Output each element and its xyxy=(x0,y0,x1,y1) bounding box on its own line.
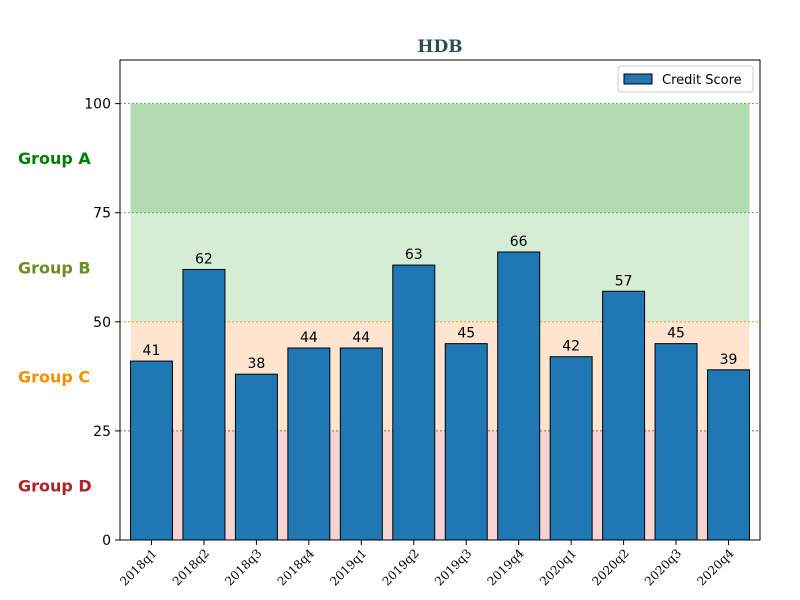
bar-value-labels: 41 62 38 44 44 63 45 66 42 57 45 39 xyxy=(143,234,738,372)
bar-2020q2 xyxy=(602,290,646,541)
value-label-2020q1: 42 xyxy=(562,339,580,355)
value-label-2018q1: 41 xyxy=(143,343,161,359)
x-tick-label-2018q4: 2018q4 xyxy=(275,546,318,589)
value-label-2020q4: 39 xyxy=(720,352,738,368)
legend-box xyxy=(617,65,754,93)
bar-2018q2 xyxy=(182,268,226,541)
y-tick-label-100: 100 xyxy=(84,97,111,113)
bar-2019q1 xyxy=(339,347,383,541)
threshold-lines xyxy=(120,103,760,432)
bar-2020q1 xyxy=(549,356,593,541)
group-label-group-d: Group D xyxy=(18,476,92,495)
x-tick-label-2018q2: 2018q2 xyxy=(170,546,212,588)
group-labels: Group A Group B Group C Group D xyxy=(18,149,92,495)
chart-title: HDB xyxy=(417,37,462,57)
bar-2020q4 xyxy=(707,369,751,541)
y-tick-label-75: 75 xyxy=(93,206,111,222)
value-label-2020q3: 45 xyxy=(667,326,685,342)
x-tick-label-2018q1: 2018q1 xyxy=(117,546,159,588)
value-label-2019q1: 44 xyxy=(352,330,370,346)
x-tick-label-2019q3: 2019q3 xyxy=(432,546,474,588)
group-label-group-c: Group C xyxy=(18,367,90,386)
legend: Credit Score xyxy=(617,65,754,93)
value-label-2018q4: 44 xyxy=(300,330,318,346)
bar-2019q2 xyxy=(392,264,436,541)
x-tick-label-2020q2: 2020q2 xyxy=(589,546,631,588)
y-axis: 0 25 50 75 100 xyxy=(84,97,120,549)
bar-2018q4 xyxy=(287,347,331,541)
legend-swatch xyxy=(623,73,653,85)
x-tick-label-2019q2: 2019q2 xyxy=(380,546,422,588)
y-tick-label-25: 25 xyxy=(93,424,111,440)
x-tick-label-2019q4: 2019q4 xyxy=(484,546,527,589)
bar-2020q3 xyxy=(654,343,698,541)
x-tick-label-2018q3: 2018q3 xyxy=(222,546,264,588)
value-label-2018q2: 62 xyxy=(195,251,213,267)
x-tick-label-2019q1: 2019q1 xyxy=(327,546,369,588)
y-tick-label-0: 0 xyxy=(102,533,111,549)
bars xyxy=(129,251,751,541)
x-tick-label-2020q4: 2020q4 xyxy=(694,546,737,589)
x-axis: 2018q1 2018q2 2018q3 2018q4 2019q1 2019q2 2019… xyxy=(117,540,737,589)
band-group-c xyxy=(130,321,750,431)
value-label-2019q2: 63 xyxy=(405,247,423,263)
group-label-group-b: Group B xyxy=(18,258,91,277)
bar-2019q4 xyxy=(497,251,541,541)
group-label-group-a: Group A xyxy=(18,149,91,168)
value-label-2019q4: 66 xyxy=(510,234,528,250)
x-tick-label-2020q3: 2020q3 xyxy=(642,546,684,588)
band-group-a xyxy=(130,103,750,213)
plot-frame xyxy=(119,59,761,541)
legend-label: Credit Score xyxy=(662,73,742,88)
bar-2018q1 xyxy=(129,360,173,541)
band-group-d xyxy=(130,430,750,540)
y-tick-label-50: 50 xyxy=(93,315,111,331)
bar-2018q3 xyxy=(234,373,278,541)
value-label-2020q2: 57 xyxy=(615,273,633,289)
value-label-2019q3: 45 xyxy=(457,326,475,342)
bar-2019q3 xyxy=(444,343,488,541)
value-label-2018q3: 38 xyxy=(247,356,265,372)
x-tick-label-2020q1: 2020q1 xyxy=(537,546,579,588)
